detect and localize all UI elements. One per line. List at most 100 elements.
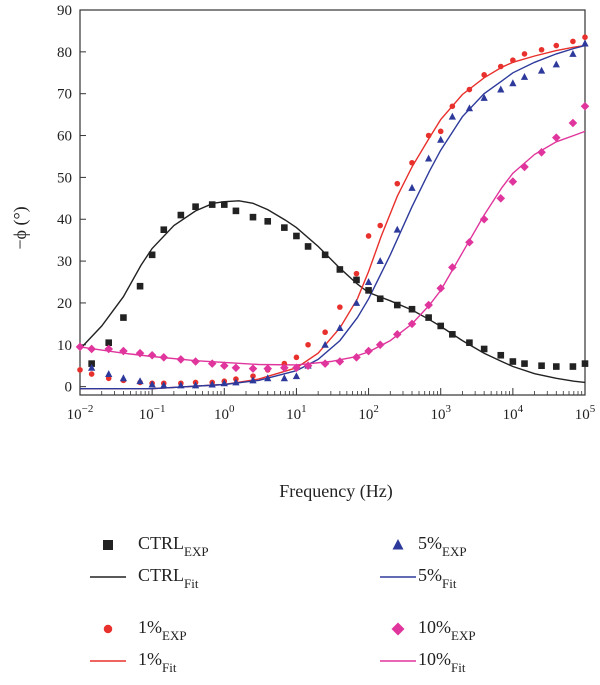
p10-exp-point — [552, 133, 561, 142]
p10-exp-point — [448, 263, 457, 272]
ctrl-exp-point — [376, 295, 384, 303]
chart-legend: CTRLEXP CTRLFit 1%EXP 1%Fit 5%EXP 5%Fit 10%EXP… — [90, 533, 476, 675]
p5-exp-point — [105, 370, 113, 378]
p1-exp-legend-label: 1%EXP — [138, 617, 187, 643]
p10-exp-point — [508, 177, 518, 186]
chart-axes: 0 10 20 30 40 50 60 70 80 90 10−2 10−1 100 101 102 103 1… — [57, 3, 596, 423]
p10-exp-point — [191, 357, 200, 366]
p5-exp-point — [136, 377, 144, 385]
p5-exp-point — [232, 378, 240, 386]
p5-exp-point — [177, 381, 185, 389]
p10-exp-point — [147, 350, 157, 360]
p5-exp-point — [220, 379, 228, 387]
p1-exp-point — [497, 63, 504, 70]
p10-exp-point — [320, 359, 330, 368]
ctrl-exp-point — [88, 360, 95, 367]
ctrl-exp-point — [208, 201, 216, 208]
plot-frame — [79, 9, 586, 396]
p5-exp-point — [480, 93, 488, 101]
ctrl-exp-point — [321, 251, 329, 259]
ctrl-exp-point — [521, 360, 528, 367]
p1-exp-legend-swatch — [103, 624, 113, 634]
ctrl-fit-line — [79, 200, 586, 384]
ctrl-exp-point — [249, 213, 257, 221]
p5-exp-point — [292, 372, 301, 380]
p5-fit-line — [80, 44, 586, 390]
p5-fit-legend-label: 5%Fit — [418, 565, 457, 591]
p1-exp-point — [322, 329, 328, 336]
p1-exp-point — [538, 46, 545, 53]
y-tick-label: 70 — [57, 87, 72, 103]
p10-exp-point — [75, 342, 85, 352]
p10-exp-point — [424, 300, 433, 310]
p5-exp-point — [376, 257, 384, 265]
p10-exp-point — [87, 344, 96, 354]
ctrl-exp-legend-swatch — [103, 540, 113, 550]
p10-exp-point — [207, 359, 217, 368]
ctrl-exp-point — [148, 251, 156, 259]
p10-exp-point — [465, 237, 474, 247]
p1-exp-point — [570, 38, 576, 45]
p10-exp-legend-label: 10%EXP — [418, 617, 476, 643]
ctrl-exp-point — [220, 201, 228, 208]
ctrl-exp-point — [264, 218, 272, 225]
p1-exp-point — [449, 103, 456, 110]
p10-exp-point — [292, 363, 301, 373]
p1-exp-point — [425, 132, 432, 139]
p5-exp-point — [393, 225, 401, 233]
p10-fit-legend-label: 10%Fit — [418, 649, 466, 675]
p1-exp-point — [409, 159, 415, 166]
ctrl-exp-point — [281, 224, 288, 231]
y-tick-label: 60 — [57, 129, 72, 145]
ctrl-exp-point — [120, 314, 127, 321]
p5-exp-point — [364, 278, 373, 285]
p10-exp-point — [407, 319, 417, 329]
x-tick-label: 105 — [575, 403, 596, 423]
p5-exp-point — [465, 104, 474, 112]
p5-exp-point — [88, 363, 96, 371]
p1-exp-point — [365, 233, 372, 239]
p5-exp-point — [264, 374, 272, 382]
y-tick-label: 90 — [57, 3, 72, 19]
p10-exp-point — [104, 344, 113, 354]
y-tick-label: 30 — [57, 254, 72, 270]
p5-exp-point — [425, 154, 433, 162]
ctrl-exp-legend-label: CTRLEXP — [138, 533, 209, 559]
ctrl-exp-point — [538, 362, 545, 370]
p10-exp-point — [580, 101, 590, 111]
p5-exp-point — [336, 324, 344, 332]
p10-exp-point — [352, 353, 361, 362]
p5-exp-point — [280, 374, 288, 382]
p5-exp-point — [569, 49, 577, 57]
p1-exp-point — [353, 270, 360, 277]
y-tick-label: 0 — [65, 380, 73, 396]
p10-exp-point — [231, 363, 241, 373]
x-tick-label: 102 — [358, 403, 379, 423]
ctrl-exp-point — [365, 287, 372, 294]
p5-exp-point — [119, 374, 128, 382]
p5-exp-point — [352, 298, 361, 306]
p10-exp-point — [364, 346, 373, 356]
experimental-points — [75, 34, 590, 389]
p1-exp-point — [582, 34, 588, 41]
p1-exp-point — [77, 367, 83, 373]
x-tick-label: 10−2 — [67, 403, 94, 423]
p1-exp-point — [521, 51, 528, 57]
p5-exp-point — [321, 340, 329, 348]
p10-exp-point — [159, 353, 169, 362]
p1-exp-point — [377, 222, 384, 229]
p5-exp-point — [249, 376, 257, 384]
p1-exp-point — [250, 373, 256, 379]
ctrl-exp-point — [466, 339, 473, 346]
fit-lines — [79, 44, 586, 390]
y-tick-label: 20 — [57, 296, 72, 312]
p1-exp-point — [481, 72, 487, 78]
p10-exp-point — [496, 194, 506, 203]
p5-exp-point — [581, 39, 589, 47]
p1-exp-point — [293, 354, 300, 361]
p1-fit-line — [80, 44, 586, 390]
ctrl-exp-point — [449, 331, 456, 338]
p10-exp-point — [392, 330, 402, 339]
ctrl-exp-point — [581, 360, 589, 367]
